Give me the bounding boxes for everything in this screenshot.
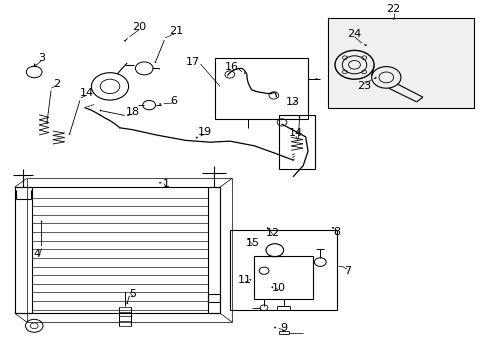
Text: 1: 1 [163,179,169,189]
Bar [278,115,315,169]
Text: 21: 21 [169,26,183,36]
Text: 2: 2 [53,78,60,89]
Bar [254,256,312,299]
Text: 24: 24 [346,29,361,39]
Text: 12: 12 [265,228,279,238]
Text: 22: 22 [386,4,400,14]
Text: 13: 13 [285,96,299,107]
Text: 17: 17 [186,57,200,67]
Text: 4: 4 [33,249,40,259]
Bar [207,187,220,313]
Text: 10: 10 [271,283,285,293]
Text: 14: 14 [288,128,302,138]
Text: 14: 14 [80,88,94,98]
Bar [229,230,337,310]
Text: 9: 9 [280,323,286,333]
Text: 18: 18 [126,107,140,117]
Bar [215,58,307,119]
Bar [327,18,473,108]
Bar [15,187,32,313]
Text: 20: 20 [132,22,146,32]
Text: 16: 16 [225,62,239,72]
Text: 7: 7 [343,266,350,276]
Text: 8: 8 [332,227,339,237]
Text: 19: 19 [198,127,212,137]
Text: 3: 3 [38,53,45,63]
Text: 23: 23 [357,81,370,91]
Text: 5: 5 [129,289,136,299]
Text: 15: 15 [246,238,260,248]
Text: 11: 11 [237,275,251,285]
Text: 6: 6 [170,96,177,106]
